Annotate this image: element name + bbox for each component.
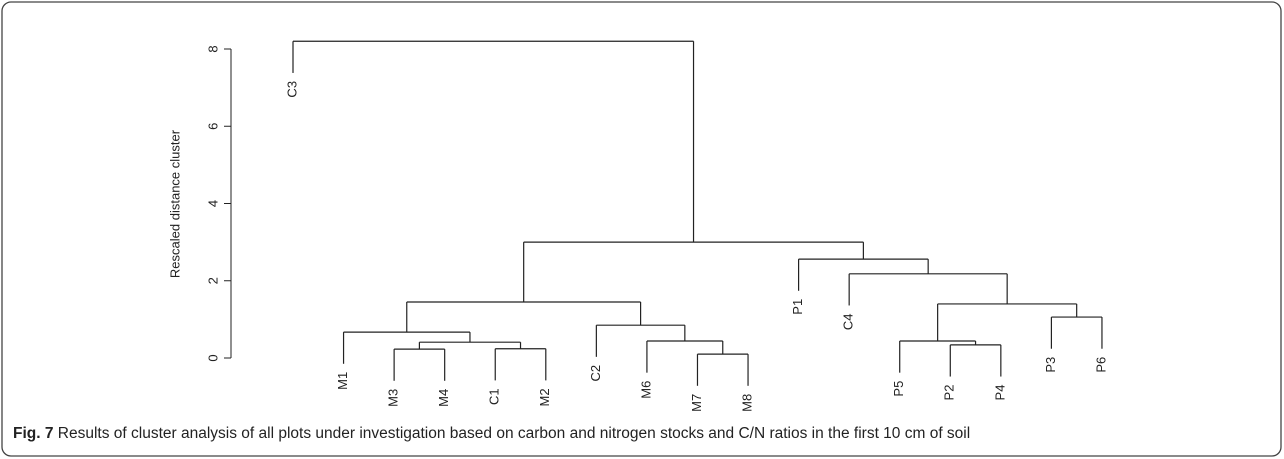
leaf-label: P3 — [1043, 357, 1058, 373]
leaf-label: C3 — [284, 81, 299, 98]
y-axis-label: Rescaled distance cluster — [167, 129, 182, 278]
leaf-label: M8 — [739, 394, 754, 412]
leaf-label: C1 — [487, 388, 502, 405]
leaf-label: M6 — [638, 381, 653, 399]
y-tick-label: 0 — [205, 354, 220, 361]
leaf-label: M1 — [335, 372, 350, 390]
leaf-label: C2 — [588, 365, 603, 382]
leaf-label: M7 — [689, 394, 704, 412]
leaf-label: P2 — [942, 385, 957, 401]
caption: Fig. 7 Results of cluster analysis of al… — [13, 425, 970, 442]
leaf-label: M4 — [436, 389, 451, 407]
leaf-label: P6 — [1093, 357, 1108, 373]
y-tick-label: 4 — [205, 200, 220, 207]
leaf-label: P5 — [891, 381, 906, 397]
leaf-label: P4 — [992, 385, 1007, 401]
y-tick-label: 6 — [205, 123, 220, 130]
y-tick-label: 8 — [205, 45, 220, 52]
leaf-label: M2 — [537, 388, 552, 406]
leaf-label: M3 — [386, 389, 401, 407]
caption-text: Results of cluster analysis of all plots… — [58, 425, 970, 442]
y-tick-label: 2 — [205, 277, 220, 284]
leaf-label: P1 — [790, 299, 805, 315]
caption-label: Fig. 7 — [13, 425, 53, 442]
leaf-label: C4 — [841, 313, 856, 330]
